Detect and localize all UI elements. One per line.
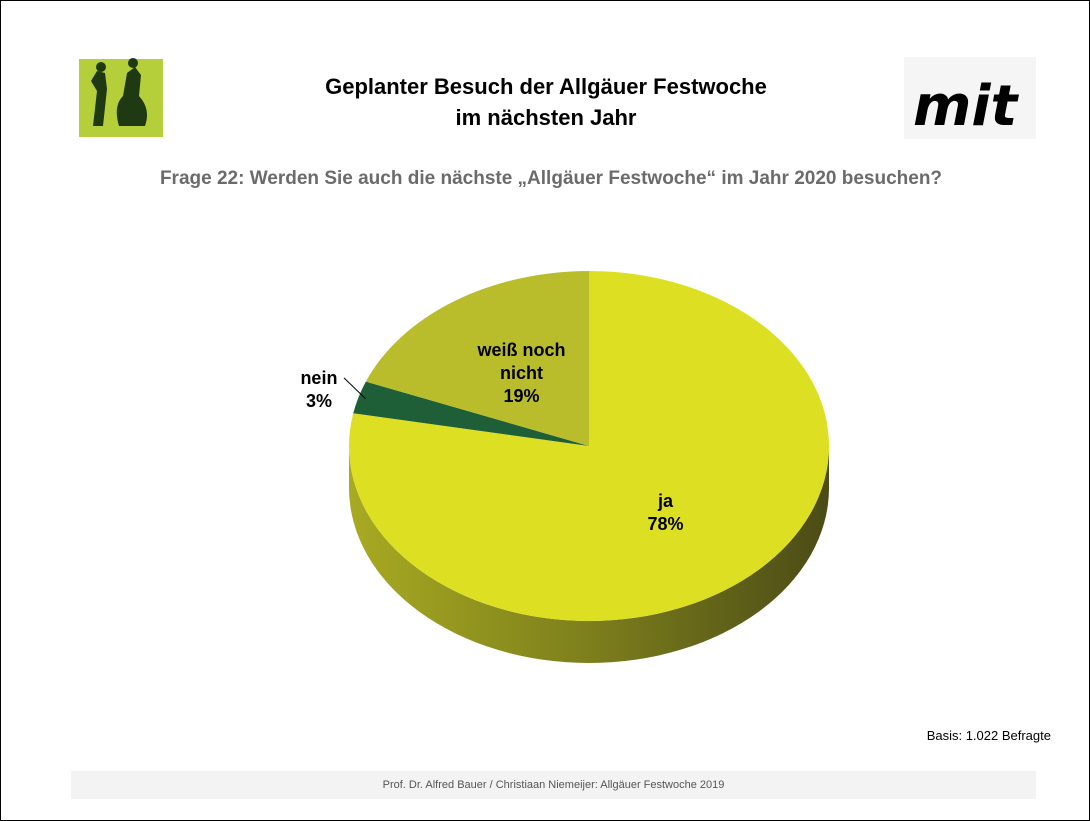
slice-label: nein 3% [259,367,379,413]
value-label: 19% [503,386,540,407]
slice [349,271,829,622]
slice-side [349,446,829,663]
slice [353,381,589,446]
leader-line [343,377,366,400]
category-label: ja [657,491,673,512]
annotation: Basis: 1.022 Befragte [926,728,1051,743]
logo-left [79,58,163,137]
logo-right [904,57,1036,139]
value-label: 3% [305,390,332,411]
slice [365,271,589,446]
value-label: 78% [647,514,684,535]
chart-title: Frage 22: Werden Sie auch die nächste „A… [159,168,943,189]
slice-label: weiß noch nicht 19% [462,339,582,408]
footer: Prof. Dr. Alfred Bauer / Christiaan Niem… [71,771,1036,799]
logo-text: mit [913,74,1018,139]
title: Geplanter Besuch der Allgäuer Festwoche … [201,71,891,133]
slice-label: ja 78% [605,490,725,536]
title-line: im nächsten Jahr [455,105,637,130]
title-line: Geplanter Besuch der Allgäuer Festwoche [325,74,767,99]
category-label: nein [300,367,338,388]
category-label: weiß noch nicht [477,340,566,384]
